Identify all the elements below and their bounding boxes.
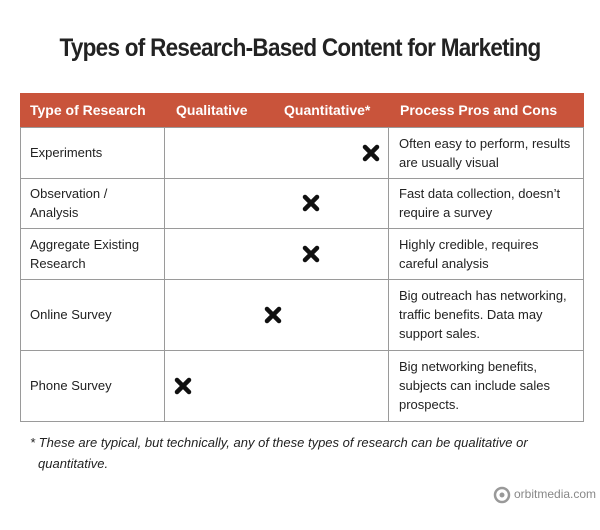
x-mark: [302, 245, 319, 262]
logo-text: orbitmedia.com: [514, 487, 597, 501]
row-border: [20, 350, 584, 422]
col-divider: [164, 127, 165, 178]
research-type: Experiments: [30, 145, 103, 160]
pros-cons: Fast data collection, doesn’t require a …: [399, 186, 561, 220]
col-divider: [164, 350, 165, 421]
pros-cons: Big networking benefits, subjects can in…: [399, 359, 551, 412]
x-mark: [362, 144, 380, 161]
footnote: * These are typical, but technically, an…: [30, 435, 528, 471]
research-type: Online Survey: [30, 307, 112, 322]
pros-cons: Often easy to perform, results are usual…: [399, 135, 571, 170]
x-mark: [264, 306, 281, 323]
column-header: Qualitative: [176, 102, 248, 118]
column-header: Process Pros and Cons: [400, 102, 558, 118]
col-divider: [164, 228, 165, 279]
research-type: Aggregate Existing Research: [30, 236, 140, 271]
title: Types of Research-Based Content for Mark…: [59, 34, 541, 62]
col-divider: [164, 279, 165, 350]
logo-icon: [493, 486, 511, 504]
research-type: Phone Survey: [30, 378, 112, 393]
pros-cons: Big outreach has networking, traffic ben…: [399, 288, 567, 341]
col-divider: [388, 228, 389, 279]
column-header: Quantitative*: [284, 102, 371, 118]
col-divider: [388, 127, 389, 178]
x-mark: [302, 194, 319, 212]
col-divider: [388, 350, 389, 421]
col-divider: [388, 178, 389, 228]
pros-cons: Highly credible, requires careful analys…: [399, 236, 539, 271]
column-header: Type of Research: [30, 102, 146, 118]
col-divider: [388, 279, 389, 350]
col-divider: [164, 178, 165, 228]
research-type: Observation / Analysis: [30, 186, 108, 220]
x-mark: [174, 377, 192, 394]
table-header: [20, 93, 584, 127]
